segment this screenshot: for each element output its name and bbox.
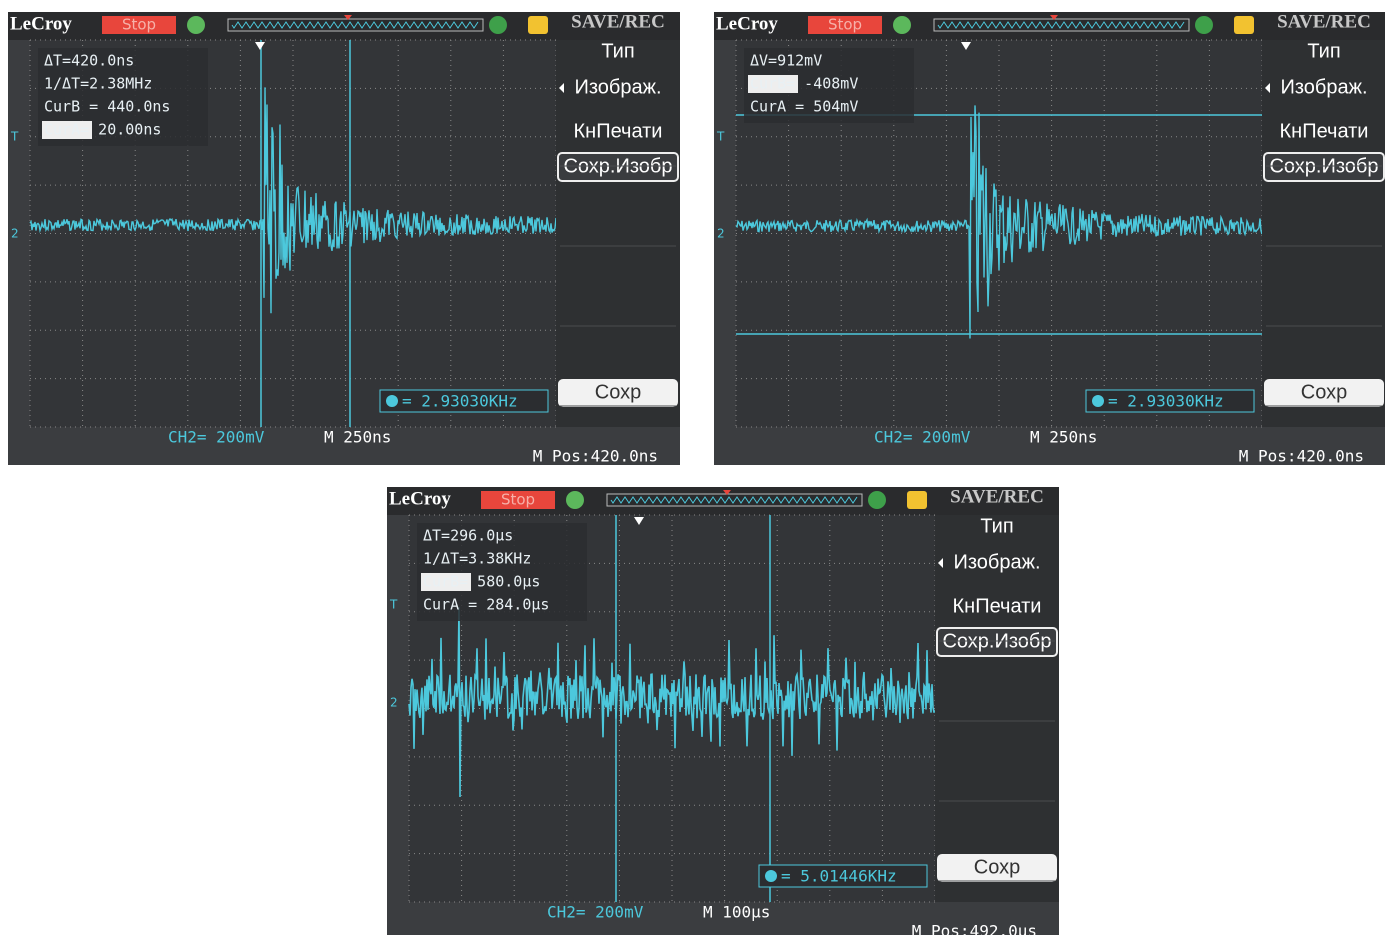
icon bbox=[489, 16, 507, 34]
channel: CH2= 200mV bbox=[874, 428, 971, 447]
status: Stop bbox=[122, 16, 156, 34]
readout: ΔT=296.0μs bbox=[423, 527, 513, 545]
mode: SAVE/REC bbox=[1277, 11, 1371, 32]
status: Stop bbox=[828, 16, 862, 34]
menu-item[interactable]: Изображ. bbox=[953, 551, 1040, 573]
frequency: = 5.01446KHz bbox=[781, 867, 897, 886]
icon bbox=[187, 16, 205, 34]
page: LeCroy Stop SAVE/REC T 2 ΔT=420.0ns 1/ΔT=2.38M… bbox=[0, 0, 1385, 935]
icon bbox=[1195, 16, 1213, 34]
timebase: M 100μs bbox=[703, 903, 770, 922]
readout: CurA= 20.00ns bbox=[44, 121, 161, 139]
trigger-marker: T bbox=[716, 130, 725, 144]
readout: 1/ΔT=3.38KHz bbox=[423, 550, 531, 568]
menu-item[interactable]: Тип bbox=[601, 40, 634, 62]
icon bbox=[566, 491, 584, 509]
frequency: = 2.93030KHz bbox=[402, 392, 518, 411]
icon bbox=[528, 16, 548, 34]
readout: CurB = 440.0ns bbox=[44, 98, 170, 116]
trigger-marker: T bbox=[10, 130, 19, 144]
brand: LeCroy bbox=[389, 488, 451, 509]
frequency: = 2.93030KHz bbox=[1108, 392, 1224, 411]
status: Stop bbox=[501, 491, 535, 509]
mode: SAVE/REC bbox=[950, 486, 1044, 507]
channel-marker: 2 bbox=[717, 227, 725, 241]
brand: LeCroy bbox=[716, 13, 778, 34]
timebase: M 250ns bbox=[1030, 428, 1097, 447]
menu-item[interactable]: Сохр bbox=[595, 381, 641, 403]
frequency-icon bbox=[765, 870, 777, 882]
position: M Pos:492.0μs bbox=[912, 922, 1037, 935]
menu-item[interactable]: Изображ. bbox=[574, 76, 661, 98]
menu-item[interactable]: КнПечати bbox=[574, 120, 663, 142]
menu-item[interactable]: Тип bbox=[980, 515, 1013, 537]
scope-screen: LeCroy Stop SAVE/REC T 2 ΔT=420.0ns 1/ΔT=2.38M… bbox=[8, 11, 680, 465]
channel-marker: 2 bbox=[11, 227, 19, 241]
readout: CurA = 504mV bbox=[750, 98, 858, 116]
icon bbox=[907, 491, 927, 509]
readout: 1/ΔT=2.38MHz bbox=[44, 75, 152, 93]
readout: CurB= -408mV bbox=[750, 75, 858, 93]
menu-item[interactable]: Тип bbox=[1307, 40, 1340, 62]
icon bbox=[1234, 16, 1254, 34]
position: M Pos:420.0ns bbox=[1239, 447, 1364, 466]
channel-marker: 2 bbox=[390, 696, 398, 710]
menu-item[interactable]: Сохр bbox=[974, 856, 1020, 878]
menu-item[interactable]: КнПечати bbox=[953, 595, 1042, 617]
channel: CH2= 200mV bbox=[168, 428, 265, 447]
brand: LeCroy bbox=[10, 13, 72, 34]
icon bbox=[893, 16, 911, 34]
menu-item[interactable]: Изображ. bbox=[1280, 76, 1367, 98]
frequency-icon bbox=[1092, 395, 1104, 407]
icon bbox=[868, 491, 886, 509]
timebase: M 250ns bbox=[324, 428, 391, 447]
scope-screen: LeCroy Stop SAVE/REC T 2 ΔT=296.0μs 1/ΔT=3.38K… bbox=[387, 486, 1059, 935]
readout: CurB= 580.0μs bbox=[423, 573, 540, 591]
readout: ΔT=420.0ns bbox=[44, 52, 134, 70]
readout: ΔV=912mV bbox=[750, 52, 822, 70]
frequency-icon bbox=[386, 395, 398, 407]
readout: CurA = 284.0μs bbox=[423, 596, 549, 614]
menu-item[interactable]: Сохр bbox=[1301, 381, 1347, 403]
trigger-marker: T bbox=[389, 598, 398, 612]
menu-item[interactable]: КнПечати bbox=[1280, 120, 1369, 142]
mode: SAVE/REC bbox=[571, 11, 665, 32]
position: M Pos:420.0ns bbox=[533, 447, 658, 466]
channel: CH2= 200mV bbox=[547, 903, 644, 922]
scope-screen: LeCroy Stop SAVE/REC T 2 ΔV=912mV CurB= -408mV… bbox=[714, 11, 1385, 465]
